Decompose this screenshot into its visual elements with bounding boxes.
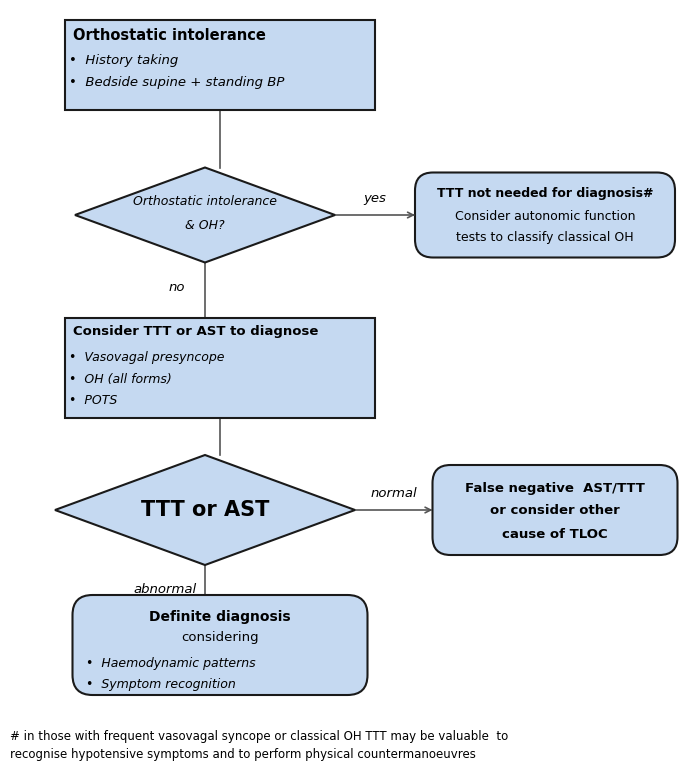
Text: considering: considering bbox=[182, 630, 259, 643]
FancyBboxPatch shape bbox=[73, 595, 367, 695]
Text: Definite diagnosis: Definite diagnosis bbox=[149, 610, 291, 624]
Polygon shape bbox=[75, 168, 335, 262]
Text: •  History taking: • History taking bbox=[69, 54, 178, 67]
Text: yes: yes bbox=[364, 192, 386, 205]
Text: recognise hypotensive symptoms and to perform physical countermanoeuvres: recognise hypotensive symptoms and to pe… bbox=[10, 748, 476, 761]
Text: •  Bedside supine + standing BP: • Bedside supine + standing BP bbox=[69, 76, 284, 89]
Text: Orthostatic intolerance: Orthostatic intolerance bbox=[73, 28, 266, 43]
Text: •  POTS: • POTS bbox=[69, 394, 117, 407]
Text: cause of TLOC: cause of TLOC bbox=[502, 528, 608, 541]
FancyBboxPatch shape bbox=[432, 465, 677, 555]
Polygon shape bbox=[55, 455, 355, 565]
Text: •  Haemodynamic patterns: • Haemodynamic patterns bbox=[86, 657, 256, 670]
Text: TTT or AST: TTT or AST bbox=[141, 500, 269, 520]
Text: TTT not needed for diagnosis#: TTT not needed for diagnosis# bbox=[437, 187, 653, 200]
Text: or consider other: or consider other bbox=[490, 504, 620, 517]
Text: Consider autonomic function: Consider autonomic function bbox=[455, 210, 635, 223]
Text: normal: normal bbox=[371, 487, 417, 500]
Text: tests to classify classical OH: tests to classify classical OH bbox=[456, 230, 634, 243]
Text: Consider TTT or AST to diagnose: Consider TTT or AST to diagnose bbox=[73, 325, 319, 338]
Text: abnormal: abnormal bbox=[134, 583, 197, 596]
Text: False negative  AST/TTT: False negative AST/TTT bbox=[465, 481, 645, 494]
Text: •  Vasovagal presyncope: • Vasovagal presyncope bbox=[69, 351, 225, 364]
FancyBboxPatch shape bbox=[415, 172, 675, 258]
Text: & OH?: & OH? bbox=[185, 219, 225, 232]
Text: •  Symptom recognition: • Symptom recognition bbox=[86, 678, 236, 691]
Bar bbox=[65, 20, 375, 110]
Bar bbox=[65, 318, 375, 418]
Text: no: no bbox=[169, 281, 185, 294]
Text: Orthostatic intolerance: Orthostatic intolerance bbox=[133, 194, 277, 207]
Text: •  OH (all forms): • OH (all forms) bbox=[69, 373, 172, 386]
Text: # in those with frequent vasovagal syncope or classical OH TTT may be valuable  : # in those with frequent vasovagal synco… bbox=[10, 730, 508, 743]
